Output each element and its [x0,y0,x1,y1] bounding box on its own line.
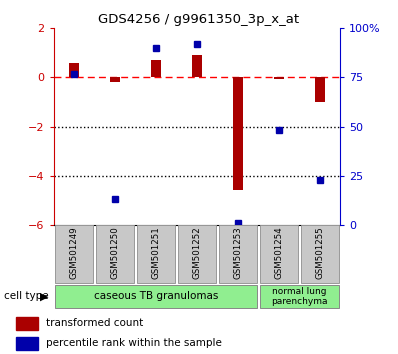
Text: caseous TB granulomas: caseous TB granulomas [94,291,218,302]
FancyBboxPatch shape [300,225,339,283]
Text: GSM501254: GSM501254 [274,227,283,279]
Bar [192,55,202,78]
Text: ▶: ▶ [40,291,49,301]
FancyBboxPatch shape [96,225,135,283]
Bar [69,63,79,78]
Text: GSM501250: GSM501250 [111,227,120,279]
Bar [110,78,120,82]
FancyBboxPatch shape [137,225,175,283]
Text: GSM501253: GSM501253 [234,227,242,279]
Text: normal lung
parenchyma: normal lung parenchyma [271,287,328,306]
FancyBboxPatch shape [259,225,298,283]
FancyBboxPatch shape [259,285,339,308]
Bar [16,337,38,350]
Text: cell type: cell type [4,291,49,301]
FancyBboxPatch shape [55,285,257,308]
Text: GSM501252: GSM501252 [193,227,201,279]
Text: transformed count: transformed count [46,318,143,328]
Text: GDS4256 / g9961350_3p_x_at: GDS4256 / g9961350_3p_x_at [98,13,300,26]
Bar [315,78,325,102]
FancyBboxPatch shape [219,225,257,283]
Text: GSM501249: GSM501249 [70,227,79,279]
Bar [16,316,38,330]
FancyBboxPatch shape [55,225,94,283]
Text: GSM501251: GSM501251 [152,227,160,279]
Bar [151,60,161,78]
Bar [274,78,284,79]
Bar [233,78,243,190]
Text: GSM501255: GSM501255 [315,227,324,279]
FancyBboxPatch shape [178,225,216,283]
Text: percentile rank within the sample: percentile rank within the sample [46,338,222,348]
